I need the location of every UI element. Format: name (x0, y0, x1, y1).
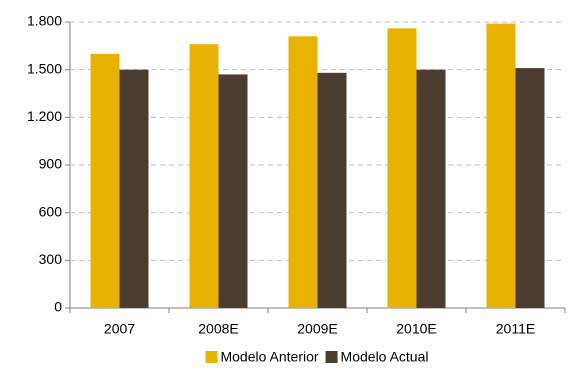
x-tick-label: 2008E (198, 321, 238, 337)
bar (486, 23, 516, 308)
bar (288, 36, 318, 309)
bar (119, 69, 149, 309)
y-tick-label: 1.800 (27, 13, 62, 29)
y-tick-label: 900 (39, 156, 63, 172)
bar (90, 53, 120, 309)
x-tick-label: 2007 (104, 321, 135, 337)
legend-swatch (325, 351, 338, 363)
bar (218, 74, 248, 308)
y-tick-label: 0 (54, 299, 62, 315)
x-tick-label: 2009E (297, 321, 337, 337)
y-tick-label: 600 (39, 203, 63, 219)
legend-label: Modelo Actual (341, 349, 429, 365)
legend-label: Modelo Anterior (220, 349, 318, 365)
bar (387, 28, 417, 308)
y-tick-label: 1.200 (27, 108, 62, 124)
bar (416, 69, 446, 309)
bar (515, 68, 545, 308)
x-tick-label: 2011E (496, 321, 535, 337)
x-tick-label: 2010E (396, 321, 436, 337)
bar (317, 72, 347, 308)
bar (189, 44, 219, 308)
y-tick-label: 1.500 (27, 60, 62, 76)
y-tick-label: 300 (39, 251, 63, 267)
legend-swatch (205, 351, 218, 363)
